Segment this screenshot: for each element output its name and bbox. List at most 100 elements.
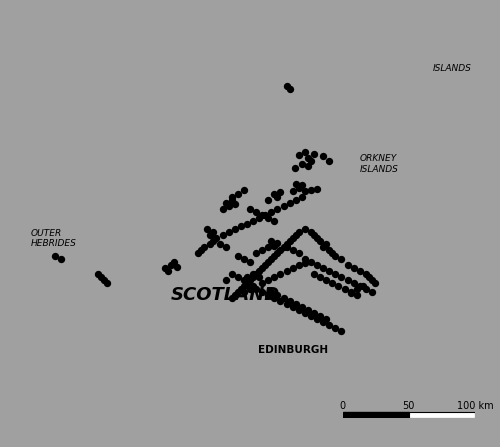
Point [365, 274, 373, 281]
Point [326, 268, 334, 275]
Point [228, 270, 235, 278]
Point [313, 315, 321, 322]
Point [295, 250, 303, 257]
Point [307, 186, 315, 193]
Point [270, 295, 278, 302]
Point [255, 214, 263, 221]
Point [313, 235, 321, 242]
Point [362, 270, 370, 278]
Point [200, 244, 208, 251]
Text: SCOTLAND: SCOTLAND [171, 286, 280, 304]
Point [222, 244, 230, 251]
Point [246, 259, 254, 266]
Point [290, 164, 298, 172]
Point [249, 270, 257, 278]
Point [231, 200, 239, 207]
Point [301, 256, 309, 263]
Point [237, 286, 245, 293]
Point [243, 279, 251, 287]
Point [282, 244, 290, 251]
Point [307, 312, 315, 320]
Point [100, 277, 108, 284]
Point [319, 244, 327, 251]
Point [234, 190, 242, 197]
Point [249, 274, 257, 281]
Point [234, 274, 242, 281]
Point [359, 283, 367, 290]
Point [338, 274, 345, 281]
Point [352, 291, 360, 299]
Point [356, 283, 364, 290]
Point [346, 290, 354, 297]
Point [276, 188, 284, 195]
Point [231, 226, 239, 233]
Point [274, 205, 281, 212]
Point [264, 214, 272, 221]
Point [212, 235, 220, 242]
Point [237, 223, 245, 230]
Point [292, 232, 300, 239]
Point [282, 83, 290, 90]
Point [170, 259, 178, 266]
Point [344, 277, 351, 284]
Point [286, 86, 294, 93]
Point [346, 288, 354, 295]
Point [326, 321, 334, 329]
Point [228, 196, 235, 203]
Point [295, 306, 303, 313]
Point [252, 286, 260, 293]
Point [301, 309, 309, 316]
Point [304, 306, 312, 313]
Point [166, 261, 174, 269]
Point [332, 270, 340, 278]
Point [298, 193, 306, 200]
Point [288, 247, 296, 254]
Point [295, 152, 303, 159]
Point [307, 157, 315, 164]
Point [264, 244, 272, 251]
Point [264, 277, 272, 284]
Point [322, 277, 330, 284]
Point [338, 327, 345, 334]
Point [322, 315, 330, 322]
Point [243, 274, 251, 281]
Point [218, 205, 226, 212]
Point [316, 312, 324, 320]
Point [334, 283, 342, 290]
Point [218, 232, 226, 239]
Point [307, 259, 315, 266]
Point [338, 256, 345, 263]
Point [310, 309, 318, 316]
Point [222, 277, 230, 284]
Point [243, 220, 251, 227]
Point [258, 247, 266, 254]
Point [350, 279, 358, 287]
Point [326, 157, 334, 164]
Point [264, 196, 272, 203]
Point [204, 226, 212, 233]
Point [322, 241, 330, 248]
Point [286, 238, 294, 245]
Point [210, 229, 218, 236]
Point [292, 180, 300, 187]
Point [310, 150, 318, 157]
Point [307, 229, 315, 236]
Point [298, 181, 306, 188]
Point [319, 318, 327, 325]
Point [224, 202, 232, 209]
Point [288, 187, 296, 194]
Point [255, 274, 263, 281]
Point [252, 270, 260, 278]
Point [295, 184, 303, 191]
Point [295, 229, 303, 236]
Point [274, 240, 281, 247]
Point [249, 283, 257, 290]
Text: EDINBURGH: EDINBURGH [258, 346, 328, 355]
Point [282, 300, 290, 308]
Point [280, 202, 287, 209]
Point [280, 295, 287, 302]
Point [276, 297, 284, 304]
Point [301, 187, 309, 194]
Text: OUTER
HEBRIDES: OUTER HEBRIDES [30, 229, 76, 248]
Point [352, 286, 360, 293]
